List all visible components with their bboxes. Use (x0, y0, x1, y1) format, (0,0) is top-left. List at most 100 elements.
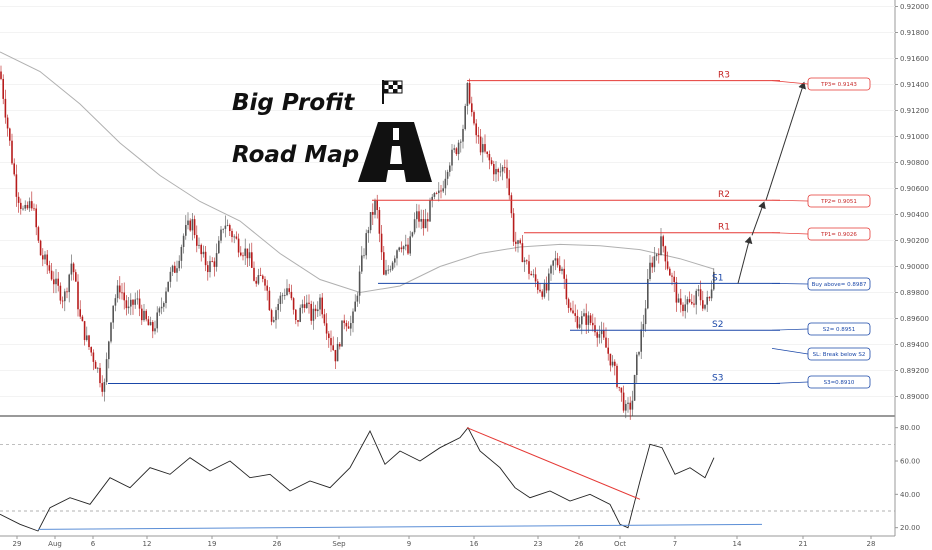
candle-body (627, 402, 629, 404)
candle-body (180, 246, 183, 261)
candle-body (574, 313, 576, 316)
candle-body (438, 190, 440, 194)
callout-connector (771, 199, 809, 202)
moving-average (0, 51, 715, 294)
candle-body (70, 263, 73, 275)
candle-body (369, 212, 372, 231)
projection-arrow (737, 236, 753, 284)
candle-body (220, 229, 222, 241)
candle-body (114, 298, 117, 306)
candle-body (361, 255, 363, 272)
candle-body (644, 308, 647, 325)
candle-body (284, 295, 286, 296)
time-axis[interactable]: 29 Aug 6 12 19 26 Sep 9 16 23 26 Oct 7 14 21 28 (13, 536, 876, 548)
candle-body (213, 261, 216, 267)
candle-body (202, 251, 205, 255)
price-axis[interactable]: 0.89000 0.89200 0.89400 0.89600 0.89800 0.900… (895, 3, 929, 532)
candle-body (585, 313, 587, 325)
candle-body (116, 285, 119, 299)
price-tick-label: 0.89200 (900, 367, 929, 375)
candle-body (297, 320, 299, 322)
candle-body (209, 261, 211, 273)
candle-body (79, 309, 81, 317)
candle-body (174, 265, 176, 273)
candle-body (446, 171, 449, 179)
oscillator-line (0, 426, 715, 532)
candle-body (400, 247, 403, 250)
candle-body (572, 310, 574, 314)
callout-box (807, 227, 871, 241)
time-tick-label: Oct (614, 540, 626, 548)
candle-body (363, 255, 365, 257)
candle-body (275, 310, 277, 321)
callout-label: Buy above= 0.8987 (812, 282, 867, 288)
candle-body (611, 361, 614, 366)
candle-body (314, 308, 317, 312)
candle-body (152, 322, 154, 332)
grid (0, 6, 895, 397)
candle-body (321, 297, 323, 315)
candle-body (149, 322, 152, 326)
candle-body (583, 313, 585, 317)
candle-body (552, 260, 554, 266)
candle-body (576, 315, 579, 328)
callout-box (807, 194, 871, 208)
candle-body (684, 304, 686, 312)
candle-body (198, 244, 200, 246)
candle-body (301, 304, 304, 308)
price-tick-label: 0.91200 (900, 107, 929, 115)
candlesticks (0, 65, 715, 420)
candle-body (653, 256, 656, 268)
price-tick-label: 0.91600 (900, 55, 929, 63)
chart-title-line-2: Road Map (232, 142, 359, 168)
candle-body (187, 220, 189, 226)
candle-body (541, 291, 543, 297)
candle-body (50, 270, 53, 280)
time-tick-label: 14 (733, 540, 742, 548)
candle-body (347, 326, 350, 329)
candle-body (490, 160, 493, 165)
candle-body (642, 324, 645, 330)
candle-body (332, 345, 334, 351)
candle-body (435, 193, 438, 194)
candle-body (68, 274, 70, 293)
candle-body (671, 275, 673, 277)
candle-body (581, 316, 583, 325)
candle-body (328, 333, 330, 339)
candle-body (303, 304, 306, 309)
candle-body (398, 247, 400, 251)
candle-body (523, 260, 526, 263)
candle-body (449, 165, 451, 172)
candle-body (286, 288, 288, 296)
candle-body (257, 275, 260, 284)
price-tick-label: 0.89400 (900, 341, 929, 349)
candle-body (147, 319, 150, 326)
support-resistance-levels: R3 R2 R1 S1 S2 S3 (108, 71, 780, 384)
candle-body (167, 281, 169, 292)
candle-body (376, 200, 378, 211)
callout-connector (771, 232, 809, 235)
candle-body (600, 330, 603, 335)
candle-body (83, 321, 86, 340)
price-tick-label: 0.90000 (900, 263, 929, 271)
candle-body (345, 322, 348, 327)
candle-body (240, 252, 242, 256)
candle-body (244, 248, 246, 256)
candle-body (141, 308, 143, 321)
candle-body (270, 310, 273, 322)
candle-body (110, 322, 112, 342)
candle-body (176, 268, 178, 273)
candle-body (312, 308, 315, 321)
candle-body (325, 323, 328, 334)
price-tick-label: 0.89600 (900, 315, 929, 323)
candle-body (497, 168, 499, 173)
level-label-s3: S3 (712, 374, 723, 384)
candle-body (680, 298, 682, 305)
candle-body (486, 151, 488, 154)
time-tick-label: 21 (799, 540, 808, 548)
candle-body (262, 275, 264, 279)
projection-arrow (751, 201, 766, 236)
candle-body (587, 315, 590, 325)
candle-body (455, 148, 458, 155)
candle-body (121, 292, 123, 294)
